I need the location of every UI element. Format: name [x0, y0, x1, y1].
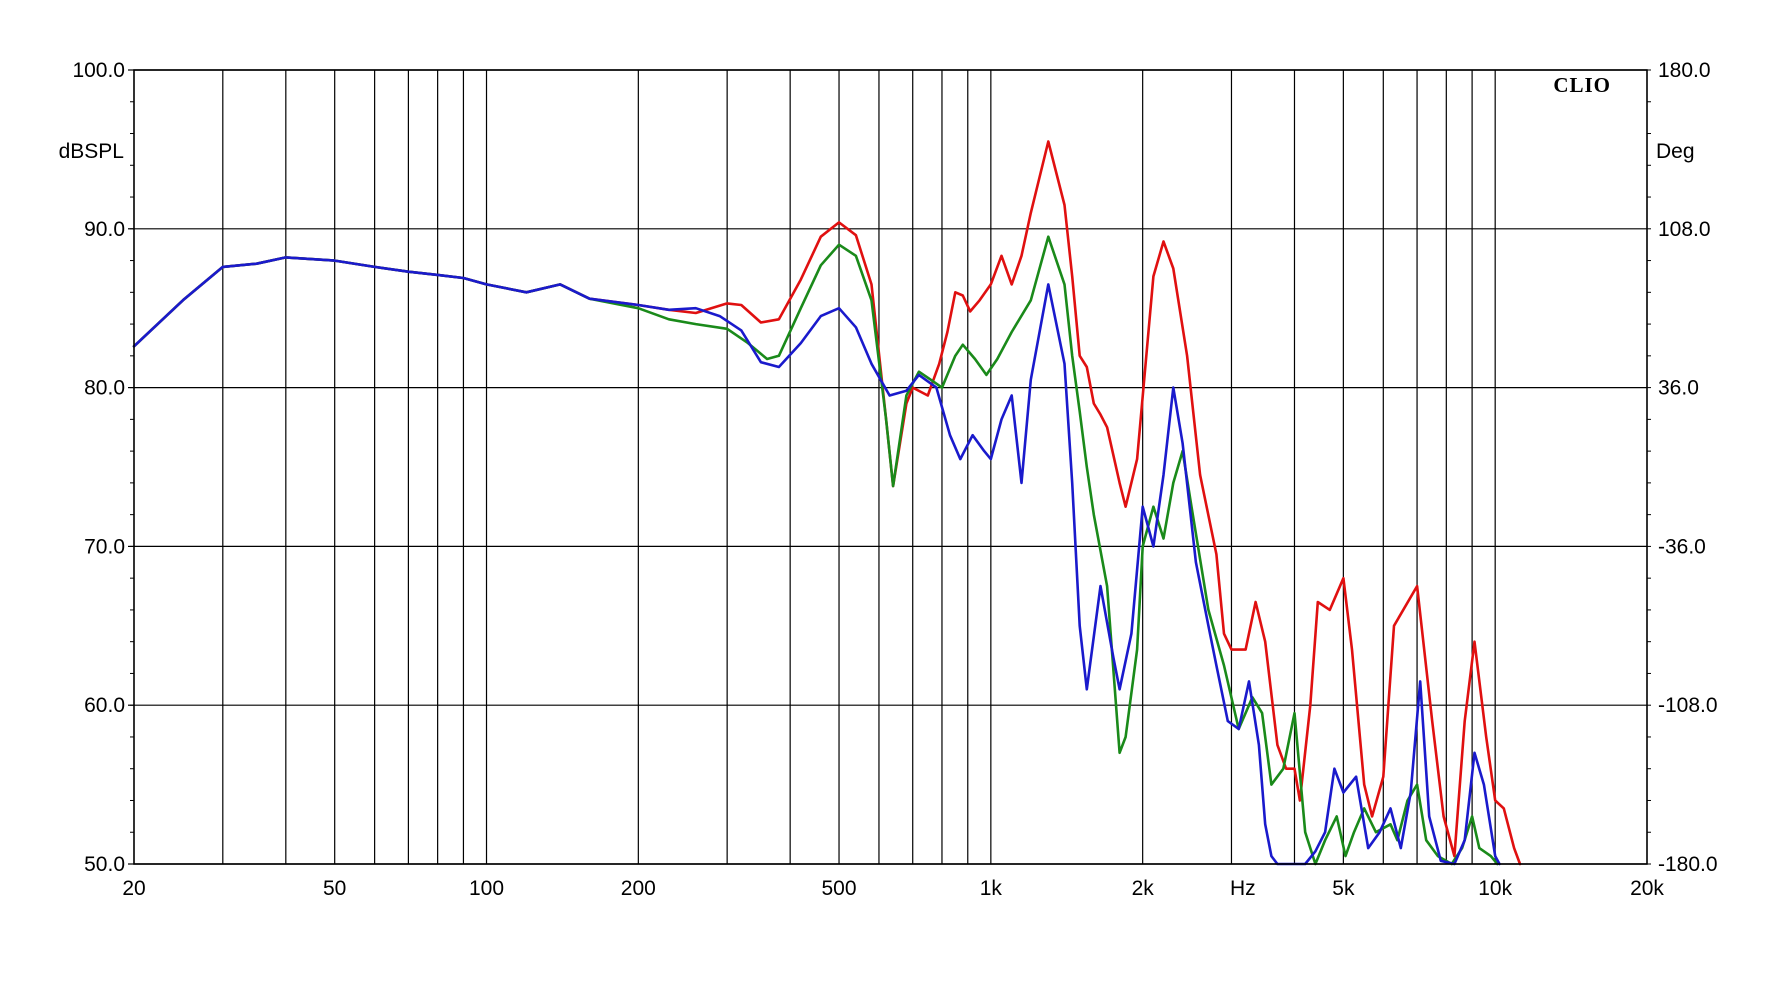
y-tick-label: 90.0 — [84, 218, 125, 241]
x-tick-label: 20 — [122, 877, 145, 900]
y2-tick-label: -108.0 — [1658, 694, 1718, 717]
x-tick-label: 5k — [1332, 877, 1355, 900]
x-tick-label: 50 — [323, 877, 346, 900]
series-line-3 — [132, 256, 1501, 866]
brand-logo: CLIO — [1553, 73, 1611, 97]
x-tick-label: 100 — [469, 877, 504, 900]
y2-tick-label: 36.0 — [1658, 377, 1699, 400]
y2-axis-label: Deg — [1656, 140, 1695, 163]
y-tick-label: 80.0 — [84, 377, 125, 400]
y2-tick-label: 108.0 — [1658, 218, 1711, 241]
x-tick-label: 500 — [822, 877, 857, 900]
y-tick-label: 100.0 — [72, 59, 125, 82]
x-tick-label: 10k — [1478, 877, 1512, 900]
plot-frame — [133, 69, 1648, 865]
x-tick-label: 20k — [1630, 877, 1664, 900]
y-tick-label: 70.0 — [84, 535, 125, 558]
x-unit-label: Hz — [1230, 877, 1256, 900]
y-tick-label: 60.0 — [84, 694, 125, 717]
y2-tick-label: -36.0 — [1658, 535, 1706, 558]
y-axis-label: dBSPL — [59, 140, 124, 163]
axis-labels: CLIO dBSPL Deg 100.0 90.0 80.0 70.0 60.0 50.0… — [59, 59, 1718, 900]
y-tick-label: 50.0 — [84, 853, 125, 876]
series-line-2 — [132, 235, 1499, 866]
y2-tick-label: 180.0 — [1658, 59, 1711, 82]
chart-curves — [132, 140, 1522, 866]
y2-tick-label: -180.0 — [1658, 853, 1718, 876]
x-tick-label: 1k — [980, 877, 1003, 900]
x-tick-label: 200 — [621, 877, 656, 900]
x-tick-label: 2k — [1132, 877, 1155, 900]
